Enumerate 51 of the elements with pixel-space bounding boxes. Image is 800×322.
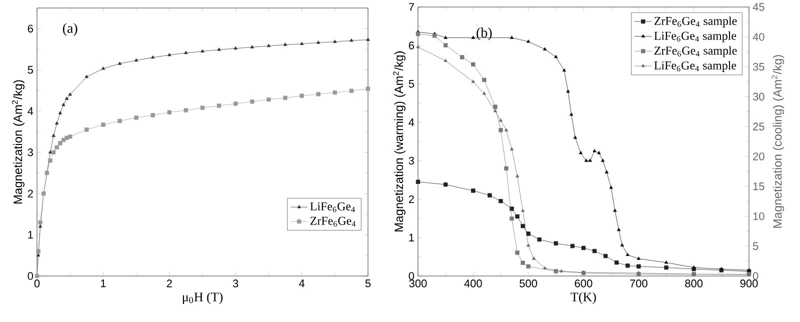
annotation: (b) — [476, 28, 492, 40]
x-tick-label: 500 — [520, 280, 538, 288]
x-tick-label: 0 — [34, 280, 40, 288]
legend-label: LiFe$_{6}$Ge$_{4}$ sample — [654, 61, 736, 72]
x-tick-label: 300 — [409, 280, 427, 288]
x-tick-label: 1 — [100, 280, 106, 288]
x-tick-label: 2 — [166, 280, 172, 288]
annotation: (a) — [62, 23, 78, 36]
y2-tick-label: 15 — [753, 182, 764, 190]
y-axis-title: Magnetization (Am$^{2}$/kg) — [12, 80, 24, 204]
y-tick-label: 3 — [28, 148, 33, 156]
x-tick-label: 400 — [464, 280, 482, 288]
legend-label: ZrFe$_{6}$Ge$_{4}$ — [310, 216, 356, 227]
y2-tick-label: 0 — [752, 272, 758, 280]
x-axis-title: T(K) — [570, 292, 596, 304]
legend-label: LiFe$_{6}$Ge$_{4}$ — [310, 202, 355, 212]
legend-label: ZrFe$_{6}$Ge$_{4}$ sample — [654, 46, 737, 58]
y2-tick-label: 30 — [752, 92, 764, 101]
y-tick-label: 0 — [408, 272, 414, 280]
y-tick-label: 2 — [28, 190, 33, 198]
y-tick-label: 3 — [408, 156, 414, 165]
y-tick-label: 5 — [408, 80, 414, 88]
y-tick-label: 6 — [408, 42, 414, 50]
x-tick-label: 5 — [365, 280, 371, 288]
y-tick-label: 0 — [28, 272, 34, 280]
y-tick-label: 4 — [28, 107, 34, 115]
x-tick-label: 700 — [630, 280, 648, 288]
x-tick-label: 900 — [740, 280, 758, 288]
x-tick-label: 800 — [685, 280, 703, 288]
y2-tick-label: 10 — [753, 212, 764, 220]
y2-tick-label: 45 — [752, 3, 764, 11]
y2-axis-title: Magnetization (cooling) (Am$^{2}$/kg) — [772, 55, 784, 228]
y-tick-label: 1 — [409, 234, 414, 242]
legend-label: LiFe$_{6}$Ge$_{4}$ sample — [654, 31, 736, 42]
x-axis-title: μ$_{0}$H (T) — [182, 292, 223, 304]
y-tick-label: 1 — [28, 230, 33, 239]
y-tick-label: 7 — [408, 3, 414, 11]
y-axis-title: Magnetization (warming) (Am$^{2}$/kg) — [393, 51, 406, 232]
y-tick-label: 5 — [28, 66, 33, 74]
x-tick-label: 4 — [298, 280, 305, 288]
y-tick-label: 6 — [28, 24, 33, 33]
y2-tick-label: 20 — [753, 152, 764, 160]
legend-label: ZrFe$_{6}$Ge$_{4}$ sample — [654, 16, 737, 28]
y-tick-label: 2 — [408, 195, 414, 203]
y-tick-label: 4 — [408, 118, 414, 126]
x-tick-label: 3 — [232, 280, 238, 288]
y2-tick-label: 40 — [752, 33, 764, 41]
x-tick-label: 600 — [574, 280, 592, 288]
y2-tick-label: 5 — [752, 242, 758, 250]
y2-tick-label: 35 — [752, 62, 764, 71]
y2-tick-label: 25 — [753, 122, 764, 130]
